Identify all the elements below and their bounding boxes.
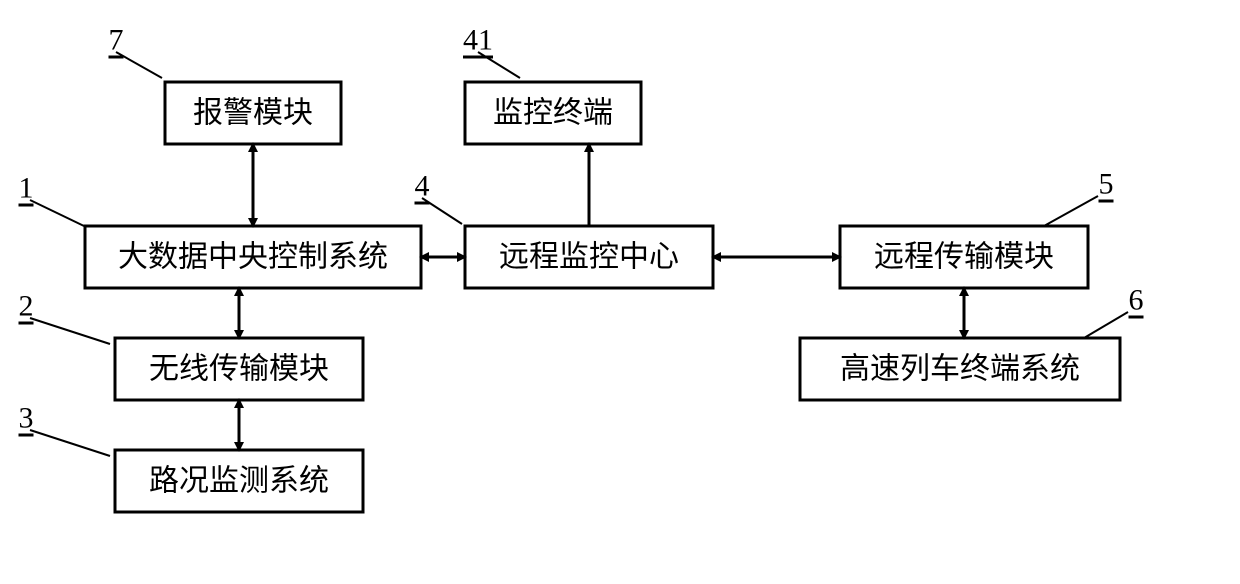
callout-5: 5 <box>1044 168 1114 227</box>
callout-label: 2 <box>19 290 34 323</box>
node-label: 远程监控中心 <box>499 241 679 274</box>
callout-2: 2 <box>19 290 111 345</box>
callout-6: 6 <box>1084 284 1144 339</box>
callout-leader <box>30 200 84 226</box>
node-label: 高速列车终端系统 <box>840 353 1080 386</box>
node-n5: 远程传输模块 <box>840 226 1088 288</box>
callout-leader <box>1084 312 1128 338</box>
node-label: 无线传输模块 <box>149 353 329 386</box>
callout-leader <box>30 430 110 456</box>
callout-3: 3 <box>19 402 111 457</box>
callout-4: 4 <box>415 170 463 225</box>
node-label: 大数据中央控制系统 <box>118 241 388 274</box>
node-n2: 无线传输模块 <box>115 338 363 400</box>
node-n6: 高速列车终端系统 <box>800 338 1120 400</box>
callout-leader <box>1044 196 1098 226</box>
node-n41: 监控终端 <box>465 82 641 144</box>
callout-label: 3 <box>19 402 34 435</box>
callout-1: 1 <box>19 172 85 227</box>
callout-label: 6 <box>1129 284 1144 317</box>
callout-leader <box>30 318 110 344</box>
node-label: 路况监测系统 <box>149 465 329 498</box>
node-label: 远程传输模块 <box>874 241 1054 274</box>
callout-label: 41 <box>463 24 493 57</box>
callout-label: 7 <box>109 24 124 57</box>
node-label: 监控终端 <box>493 97 613 130</box>
node-n3: 路况监测系统 <box>115 450 363 512</box>
callout-7: 7 <box>109 24 163 79</box>
callout-label: 5 <box>1099 168 1114 201</box>
node-label: 报警模块 <box>193 97 313 130</box>
callout-41: 41 <box>463 24 520 79</box>
node-n7: 报警模块 <box>165 82 341 144</box>
node-n1: 大数据中央控制系统 <box>85 226 421 288</box>
callout-label: 4 <box>415 170 430 203</box>
node-n4: 远程监控中心 <box>465 226 713 288</box>
callout-label: 1 <box>19 172 34 205</box>
